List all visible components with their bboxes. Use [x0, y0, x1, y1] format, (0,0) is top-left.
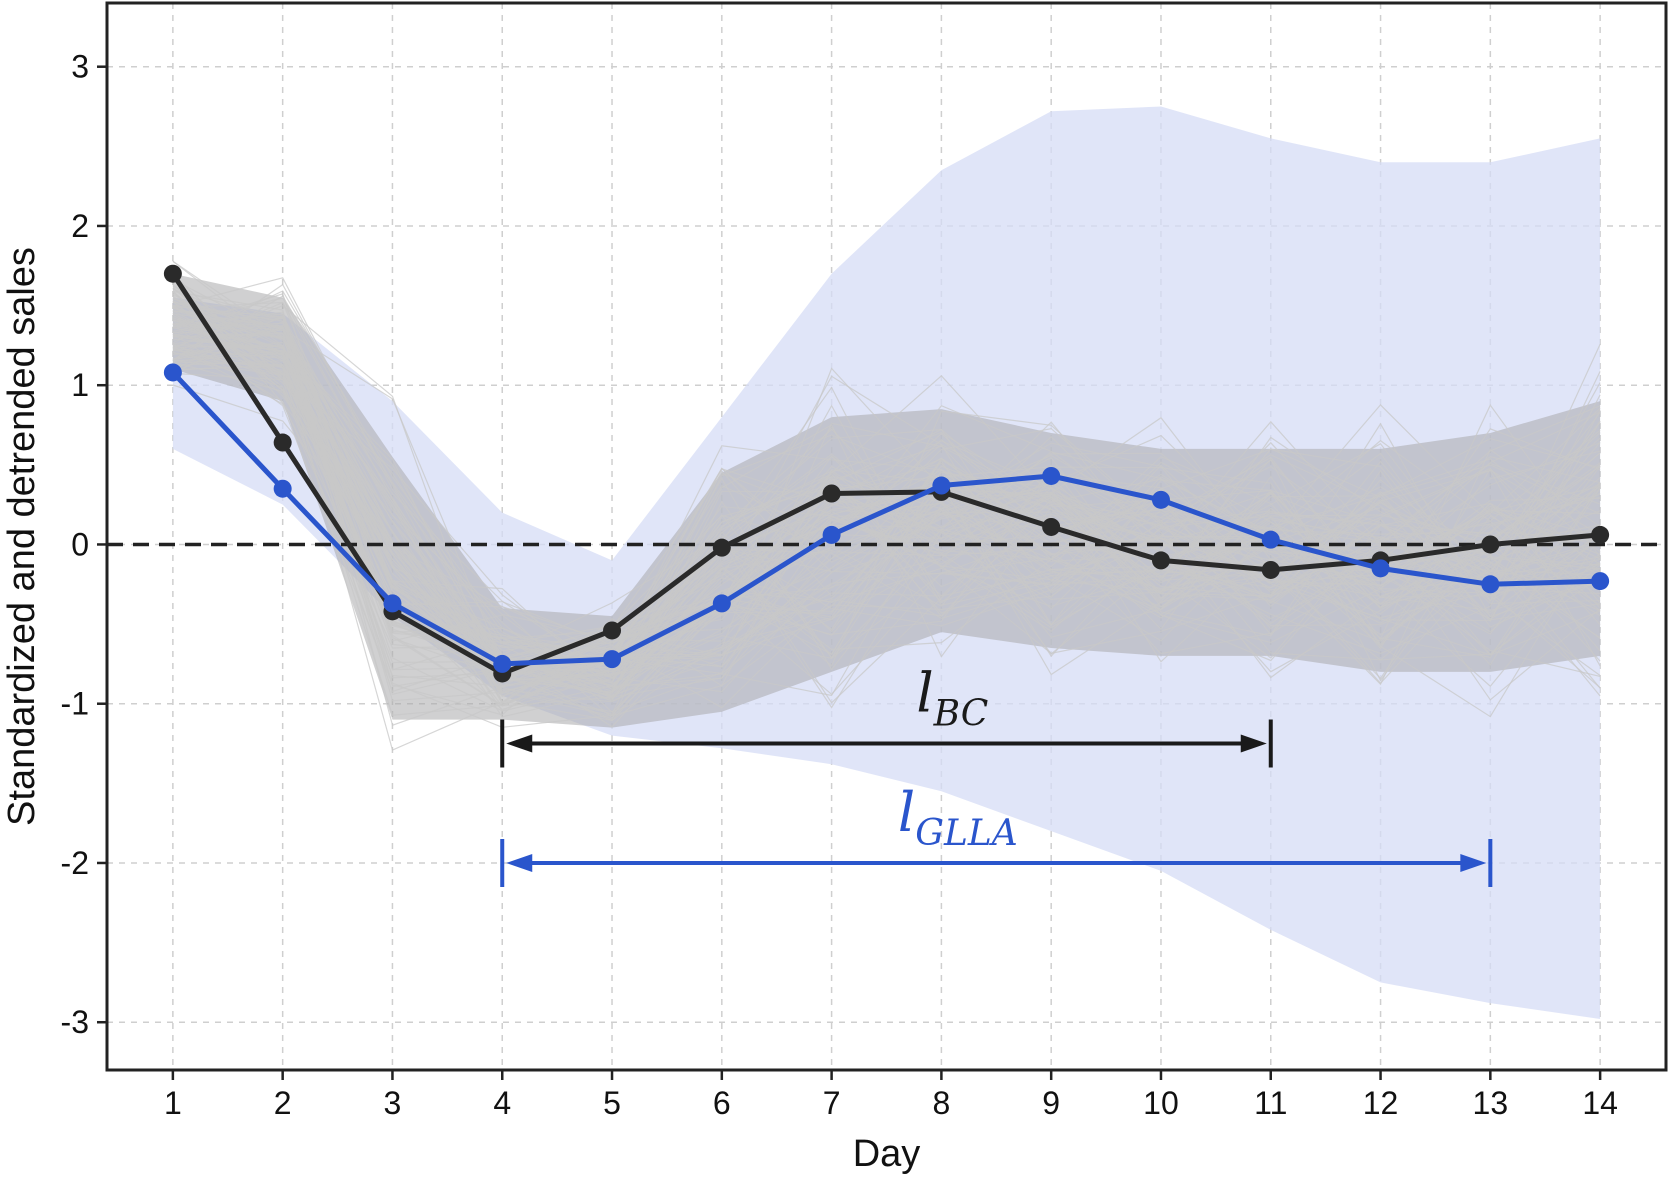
- background-line-105: [172, 335, 1601, 698]
- annotation-bc-arrow-head-right: [1240, 734, 1267, 753]
- background-line-49: [172, 345, 1601, 656]
- x-tick-label-9: 9: [1042, 1085, 1060, 1121]
- series-1-point-7: [822, 484, 841, 503]
- series-2-point-11: [1261, 530, 1280, 549]
- series-2-point-4: [493, 654, 512, 673]
- background-line-98: [172, 344, 1601, 728]
- background-line-64: [172, 305, 1601, 704]
- background-line-108: [172, 295, 1601, 684]
- y-tick-label-7: -3: [61, 1004, 89, 1040]
- annotation-glla-label: lGLLA: [898, 781, 1018, 854]
- background-line-54: [172, 313, 1601, 726]
- background-line-82: [172, 372, 1601, 679]
- background-line-75: [172, 310, 1601, 704]
- annotations-group: lBC lGLLA: [500, 662, 1493, 887]
- annotation-glla-arrow-head-left: [506, 853, 533, 872]
- background-line-89: [172, 300, 1601, 688]
- series-2-point-10: [1151, 490, 1170, 509]
- x-tick-label-14: 14: [1582, 1085, 1618, 1121]
- series-1-point-13: [1481, 535, 1500, 554]
- background-line-106: [172, 332, 1601, 719]
- y-tick-label-1: 3: [71, 49, 89, 85]
- background-line-110: [172, 338, 1601, 698]
- background-line-87: [172, 316, 1601, 716]
- background-line-99: [172, 313, 1601, 709]
- background-line-46: [172, 317, 1601, 686]
- background-line-91: [172, 361, 1601, 699]
- background-line-88: [172, 287, 1601, 693]
- series-2-point-12: [1371, 559, 1390, 578]
- series-1-point-14: [1591, 525, 1610, 544]
- series-1-point-2: [273, 433, 292, 452]
- series-1-point-1: [163, 264, 182, 283]
- x-tick-label-1: 1: [164, 1085, 182, 1121]
- background-line-77: [172, 298, 1601, 707]
- annotation-glla-arrow-head-right: [1460, 853, 1487, 872]
- series-2-point-9: [1042, 466, 1061, 485]
- y-tick-label-4: 0: [71, 526, 89, 562]
- y-tick-label-2: 2: [71, 208, 89, 244]
- y-tick-label-5: -1: [61, 686, 89, 722]
- background-line-7: [172, 295, 1601, 688]
- background-line-68: [172, 323, 1601, 712]
- series-2-point-14: [1591, 572, 1610, 591]
- series-2-point-2: [273, 479, 292, 498]
- x-tick-label-7: 7: [823, 1085, 841, 1121]
- background-line-90: [172, 312, 1601, 665]
- series-1-point-11: [1261, 560, 1280, 579]
- x-tick-label-13: 13: [1473, 1085, 1509, 1121]
- series-2-point-1: [163, 363, 182, 382]
- series-2-point-7: [822, 525, 841, 544]
- series-2-point-13: [1481, 575, 1500, 594]
- x-tick-label-2: 2: [274, 1085, 292, 1121]
- background-line-76: [172, 345, 1601, 668]
- background-line-36: [172, 277, 1601, 685]
- series-2-line: [171, 370, 1601, 667]
- y-axis-label: Standardized and detrended sales: [1, 247, 43, 826]
- series-1-point-5: [603, 621, 622, 640]
- series-2-point-5: [603, 650, 622, 669]
- series-2-point-6: [712, 594, 731, 613]
- annotation-bc-label: lBC: [916, 662, 988, 735]
- x-tick-label-10: 10: [1143, 1085, 1179, 1121]
- series-2-point-8: [932, 476, 951, 495]
- series-group: [163, 264, 1610, 683]
- x-tick-label-5: 5: [603, 1085, 621, 1121]
- x-tick-label-3: 3: [384, 1085, 402, 1121]
- x-tick-label-11: 11: [1254, 1085, 1287, 1121]
- y-tick-label-6: -2: [61, 845, 89, 881]
- annotation-bc-arrow-head-left: [506, 734, 533, 753]
- background-line-61: [172, 326, 1601, 696]
- x-tick-label-12: 12: [1363, 1085, 1399, 1121]
- plot-frame: [105, 1, 1668, 1072]
- background-line-83: [172, 301, 1601, 682]
- series-1-point-10: [1151, 551, 1170, 570]
- series-1-point-6: [712, 538, 731, 557]
- series-1-point-9: [1042, 517, 1061, 536]
- series-2-point-3: [383, 594, 402, 613]
- background-line-93: [172, 320, 1601, 703]
- x-tick-label-8: 8: [932, 1085, 950, 1121]
- y-tick-label-3: 1: [71, 367, 89, 403]
- background-line-18: [172, 287, 1601, 666]
- x-tick-label-4: 4: [493, 1085, 511, 1121]
- background-line-80: [172, 312, 1601, 703]
- background-line-28: [172, 284, 1601, 701]
- x-tick-label-6: 6: [713, 1085, 731, 1121]
- background-line-60: [172, 318, 1601, 673]
- x-axis-label: Day: [853, 1133, 921, 1175]
- background-line-58: [172, 304, 1601, 695]
